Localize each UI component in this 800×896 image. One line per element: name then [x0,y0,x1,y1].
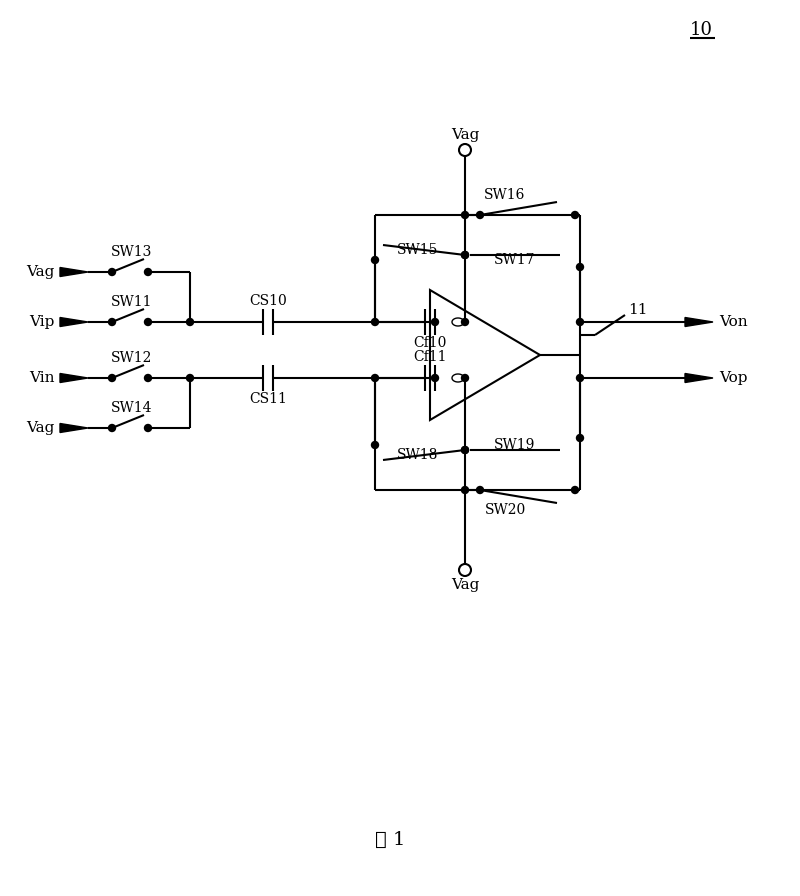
Text: SW15: SW15 [397,243,438,257]
Circle shape [462,252,469,259]
Text: Vop: Vop [719,371,747,385]
Circle shape [462,446,469,453]
Circle shape [109,318,115,325]
Text: SW17: SW17 [494,253,536,267]
Polygon shape [60,317,88,326]
Circle shape [462,446,469,453]
Text: Cf11: Cf11 [414,350,446,364]
Polygon shape [60,268,88,277]
Circle shape [371,256,378,263]
Circle shape [462,252,469,259]
Circle shape [577,263,583,271]
Circle shape [577,318,583,325]
Circle shape [371,442,378,449]
Polygon shape [60,374,88,383]
Circle shape [571,487,578,494]
Polygon shape [60,424,88,433]
Polygon shape [685,374,713,383]
Circle shape [186,375,194,382]
Text: Von: Von [719,315,748,329]
Circle shape [371,375,378,382]
Circle shape [577,435,583,442]
Circle shape [431,318,438,325]
Text: Vag: Vag [26,421,55,435]
Circle shape [145,425,151,432]
Text: SW18: SW18 [397,448,438,462]
Text: CS11: CS11 [249,392,287,406]
Text: Cf10: Cf10 [414,336,446,350]
Circle shape [477,211,483,219]
Text: Vag: Vag [26,265,55,279]
Circle shape [459,564,471,576]
Text: 10: 10 [690,21,713,39]
Circle shape [477,487,483,494]
Text: 11: 11 [628,303,647,317]
Circle shape [577,375,583,382]
Text: SW11: SW11 [111,295,153,309]
Circle shape [431,375,438,382]
Text: Vip: Vip [30,315,55,329]
Circle shape [462,211,469,219]
Text: SW19: SW19 [494,438,536,452]
Text: 图 1: 图 1 [375,831,405,849]
Circle shape [145,375,151,382]
Text: Vin: Vin [30,371,55,385]
Circle shape [186,318,194,325]
Circle shape [571,211,578,219]
Text: SW14: SW14 [111,401,153,415]
Circle shape [462,375,469,382]
Polygon shape [685,317,713,326]
Text: CS10: CS10 [249,294,287,308]
Text: SW13: SW13 [111,245,153,259]
Circle shape [371,318,378,325]
Circle shape [459,144,471,156]
Circle shape [462,318,469,325]
Circle shape [462,487,469,494]
Text: Vag: Vag [451,128,479,142]
Circle shape [109,375,115,382]
Text: Vag: Vag [451,578,479,592]
Circle shape [145,269,151,275]
Circle shape [109,269,115,275]
Text: SW12: SW12 [111,351,153,365]
Text: SW20: SW20 [484,503,526,517]
Circle shape [109,425,115,432]
Text: SW16: SW16 [484,188,526,202]
Circle shape [145,318,151,325]
